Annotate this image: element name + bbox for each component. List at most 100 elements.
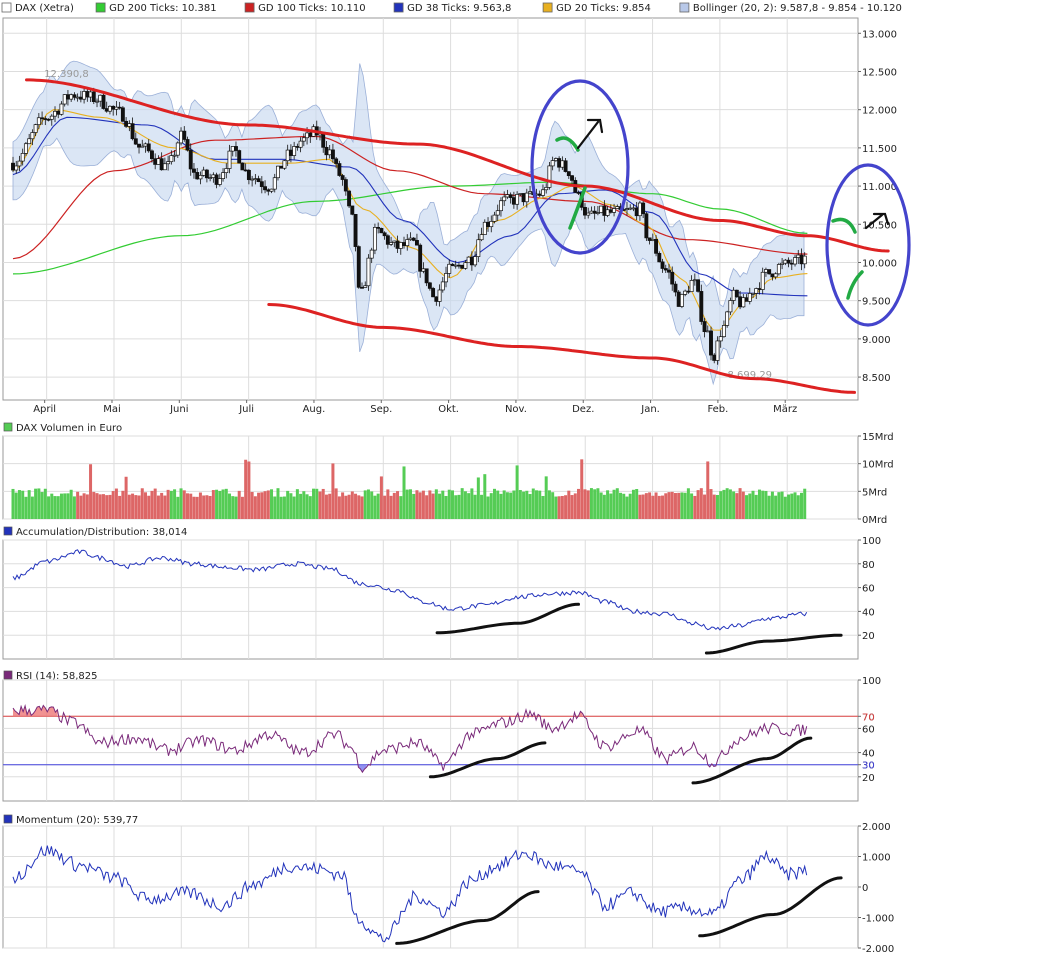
volume-bar bbox=[50, 493, 54, 519]
volume-bar bbox=[302, 491, 306, 519]
volume-bar bbox=[344, 495, 348, 519]
volume-bar bbox=[599, 492, 603, 519]
volume-bar bbox=[72, 496, 76, 519]
volume-bar bbox=[470, 488, 474, 519]
volume-bar bbox=[363, 490, 367, 519]
candle-body bbox=[330, 149, 335, 160]
volume-bar bbox=[315, 488, 319, 519]
candle-body bbox=[98, 94, 103, 102]
candle-body bbox=[747, 293, 752, 302]
panel-title: RSI (14): 58,825 bbox=[16, 671, 98, 682]
volume-bar bbox=[341, 492, 345, 519]
x-tick-label: Juni bbox=[169, 404, 188, 415]
volume-bar bbox=[551, 492, 555, 519]
volume-bar bbox=[134, 495, 138, 519]
volume-bar bbox=[483, 474, 487, 519]
candle-body bbox=[637, 202, 642, 217]
candle-body bbox=[62, 94, 67, 105]
rsi-reference-label: 30 bbox=[862, 761, 875, 772]
legend-item: Bollinger (20, 2): 9.587,8 - 9.854 - 10.… bbox=[679, 2, 902, 14]
candle-body bbox=[246, 169, 251, 181]
gd200-line bbox=[12, 181, 808, 275]
volume-bar bbox=[221, 489, 225, 519]
legend-item: GD 20 Ticks: 9.854 bbox=[542, 2, 651, 14]
volume-bar bbox=[150, 490, 154, 519]
green-mark bbox=[831, 217, 857, 234]
volume-bar bbox=[11, 488, 15, 519]
volume-bar bbox=[796, 495, 800, 519]
volume-bar bbox=[434, 489, 438, 519]
candle-body bbox=[104, 108, 109, 112]
candle-body bbox=[541, 189, 545, 196]
volume-bar bbox=[770, 491, 774, 519]
candle-body bbox=[473, 256, 478, 266]
x-tick-label: Aug. bbox=[303, 404, 326, 415]
candle-body bbox=[447, 263, 452, 274]
volume-bar bbox=[554, 496, 558, 519]
circle-mark-maerz bbox=[825, 163, 911, 327]
candle-body bbox=[521, 193, 526, 203]
candle-body bbox=[301, 137, 306, 142]
candle-body bbox=[65, 94, 70, 100]
candle-body bbox=[95, 100, 99, 103]
volume-bar bbox=[202, 495, 206, 519]
candle-body bbox=[715, 340, 720, 361]
volume-bar bbox=[631, 489, 635, 519]
candle-body bbox=[757, 288, 762, 290]
volume-bar bbox=[350, 491, 354, 519]
candle-body bbox=[69, 94, 74, 100]
candle-body bbox=[721, 325, 726, 338]
candle-body bbox=[20, 153, 25, 162]
volume-bar bbox=[738, 488, 742, 519]
volume-bar bbox=[56, 496, 60, 519]
volume-bar bbox=[153, 488, 157, 519]
volume-bar bbox=[253, 496, 257, 519]
candle-body bbox=[324, 146, 329, 156]
candle-body bbox=[592, 210, 597, 214]
y-tick-label: -2.000 bbox=[862, 944, 894, 955]
trend-line bbox=[428, 741, 547, 779]
candle-body bbox=[440, 281, 445, 291]
candle-body bbox=[405, 239, 410, 247]
candle-body bbox=[518, 193, 523, 195]
candle-body bbox=[589, 210, 594, 214]
volume-bar bbox=[370, 491, 374, 519]
volume-bar bbox=[606, 490, 610, 519]
volume-bar bbox=[732, 491, 736, 519]
volume-bar bbox=[644, 493, 648, 519]
candle-body bbox=[427, 282, 432, 289]
candle-body bbox=[347, 190, 352, 207]
volume-bar bbox=[140, 488, 144, 519]
legend-label: GD 38 Ticks: 9.563,8 bbox=[407, 3, 511, 14]
y-tick-label: 60 bbox=[862, 724, 875, 735]
volume-bar bbox=[295, 489, 299, 519]
candle-body bbox=[566, 171, 571, 177]
panel-header: Accumulation/Distribution: 38,014 bbox=[3, 526, 187, 538]
candle-body bbox=[625, 208, 629, 210]
volume-bar bbox=[648, 492, 652, 519]
volume-bar bbox=[454, 495, 458, 519]
y-tick-label: 15Mrd bbox=[862, 432, 894, 443]
volume-bar bbox=[156, 495, 160, 519]
volume-bar bbox=[289, 493, 293, 519]
volume-bar bbox=[244, 459, 248, 519]
volume-bar bbox=[318, 491, 322, 519]
volume-bar bbox=[651, 495, 655, 519]
candle-body bbox=[557, 158, 562, 168]
volume-bar bbox=[799, 492, 803, 519]
channel-line-lower bbox=[267, 303, 856, 394]
candle-body bbox=[408, 237, 413, 240]
volume-bar bbox=[263, 491, 267, 519]
volume-bar bbox=[179, 488, 183, 519]
candle-body bbox=[46, 118, 51, 121]
volume-bar bbox=[418, 492, 422, 519]
candle-body bbox=[85, 91, 90, 98]
x-tick-label: April bbox=[33, 404, 56, 415]
arrow-mark bbox=[864, 212, 890, 230]
candle-body bbox=[444, 273, 448, 283]
panel-title: DAX Volumen in Euro bbox=[16, 423, 122, 434]
candle-body bbox=[676, 291, 681, 307]
volume-bar bbox=[412, 493, 416, 519]
y-tick-label: 10.500 bbox=[862, 220, 897, 231]
